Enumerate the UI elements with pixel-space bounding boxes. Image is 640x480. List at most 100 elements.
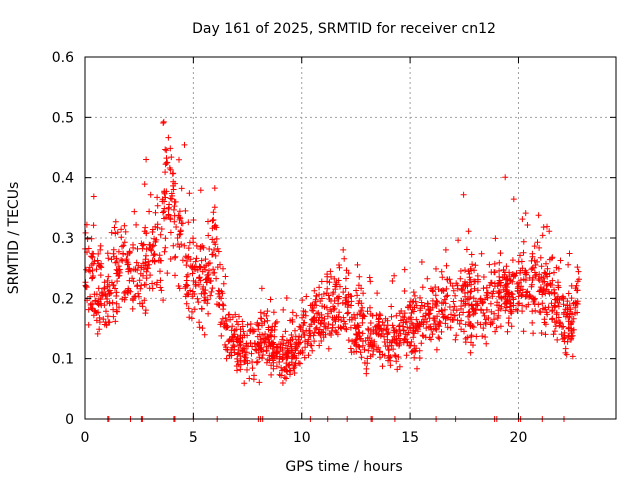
data-point	[528, 266, 535, 273]
data-point	[249, 343, 256, 350]
data-point	[118, 256, 125, 263]
data-point	[319, 317, 326, 324]
x-tick-label: 5	[189, 430, 198, 446]
data-point	[226, 311, 233, 318]
data-point	[305, 352, 312, 359]
data-point	[218, 295, 225, 302]
data-point	[318, 328, 325, 335]
data-point	[138, 264, 145, 271]
data-point	[147, 272, 154, 279]
data-point	[351, 349, 357, 355]
data-point	[462, 321, 469, 328]
data-point	[278, 364, 285, 371]
data-point	[314, 310, 320, 317]
data-point	[196, 281, 202, 288]
data-point	[136, 277, 143, 284]
data-point	[472, 298, 479, 305]
data-point	[147, 191, 154, 198]
data-point	[569, 353, 576, 360]
data-point	[108, 279, 115, 286]
data-point	[181, 141, 188, 148]
data-point	[103, 322, 110, 329]
data-point	[480, 325, 487, 332]
data-point	[358, 307, 365, 314]
data-point	[187, 256, 194, 263]
data-point	[552, 296, 559, 303]
data-point	[205, 218, 211, 225]
data-point	[560, 323, 567, 330]
data-point	[366, 274, 373, 281]
data-point	[436, 308, 442, 315]
data-point	[309, 307, 315, 314]
data-point	[568, 295, 575, 302]
data-point	[287, 337, 294, 343]
data-point	[135, 290, 142, 297]
data-point	[160, 208, 167, 215]
data-point	[134, 282, 141, 289]
data-point	[310, 317, 317, 324]
data-point	[409, 348, 416, 354]
data-point	[189, 308, 195, 315]
data-point	[95, 285, 102, 292]
data-point	[359, 342, 366, 349]
data-point	[93, 317, 100, 324]
data-point	[517, 267, 524, 274]
data-point	[299, 349, 306, 356]
data-point	[419, 284, 426, 291]
data-point	[365, 347, 372, 354]
data-point	[567, 336, 574, 343]
data-point	[563, 351, 570, 358]
data-point	[157, 231, 164, 238]
data-point	[355, 300, 362, 307]
data-point	[410, 327, 417, 334]
data-point	[268, 371, 275, 378]
data-point	[312, 325, 319, 332]
data-point	[561, 335, 568, 342]
data-point	[566, 250, 573, 257]
data-point	[367, 278, 374, 285]
data-point	[402, 331, 409, 338]
data-point	[153, 236, 160, 243]
data-point	[514, 307, 521, 314]
data-point	[446, 276, 453, 283]
data-point	[203, 262, 210, 269]
data-point	[465, 313, 472, 320]
data-point	[198, 305, 205, 312]
data-point	[119, 243, 125, 250]
data-point	[355, 343, 362, 350]
data-point	[379, 351, 386, 358]
data-point	[569, 318, 576, 325]
data-point	[413, 324, 420, 331]
data-point	[114, 267, 121, 274]
data-point	[265, 326, 272, 333]
data-point	[283, 368, 290, 375]
data-point	[92, 308, 99, 315]
data-point	[401, 310, 408, 317]
data-point	[220, 302, 227, 309]
data-point	[500, 267, 507, 274]
data-point	[433, 265, 439, 272]
data-point	[554, 336, 561, 343]
data-point	[523, 271, 530, 278]
data-point	[396, 322, 403, 329]
data-point	[234, 358, 241, 365]
data-point	[98, 264, 105, 271]
data-point	[549, 308, 556, 315]
data-point	[254, 341, 261, 347]
data-point	[258, 315, 265, 322]
data-point	[210, 209, 217, 216]
data-point	[257, 336, 264, 343]
data-point	[335, 324, 342, 331]
data-point	[328, 328, 335, 335]
data-point	[484, 306, 490, 313]
data-point	[442, 320, 449, 327]
data-point	[246, 327, 253, 334]
data-point	[376, 315, 382, 322]
data-point	[463, 246, 470, 253]
data-point	[494, 315, 501, 321]
data-point	[296, 323, 303, 330]
data-point	[224, 324, 231, 331]
data-point	[168, 190, 175, 197]
data-point	[498, 295, 505, 302]
data-point	[219, 301, 226, 308]
